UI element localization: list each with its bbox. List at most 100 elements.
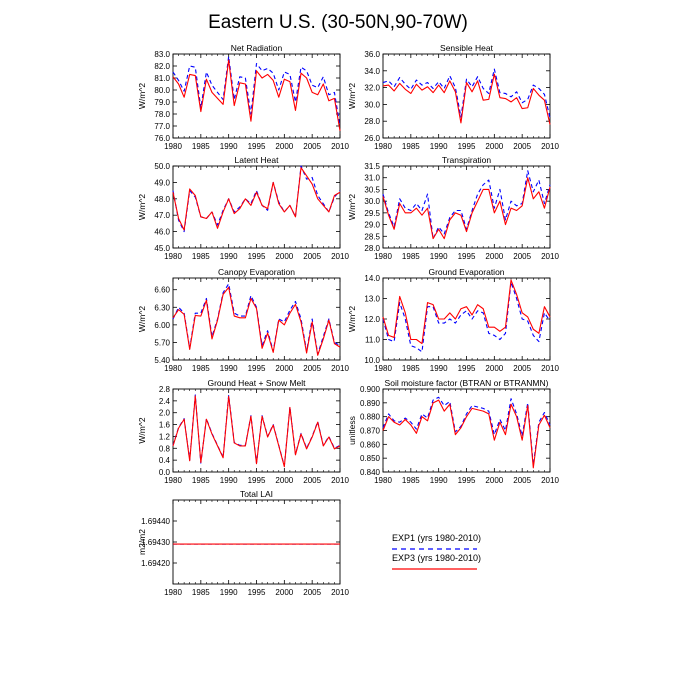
y-tick-label: 29.0: [364, 221, 380, 230]
y-tick-label: 82.0: [154, 62, 170, 71]
panel-title: Total LAI: [240, 489, 273, 499]
y-tick-label: 49.0: [154, 178, 170, 187]
series-line-exp1: [172, 283, 341, 355]
plot-frame: [172, 499, 341, 585]
panel-title: Ground Heat + Snow Melt: [207, 378, 306, 388]
y-tick-label: 1.6: [159, 421, 171, 430]
y-tick-label: 0.8: [159, 444, 171, 453]
plot-frame: [382, 277, 551, 361]
plot-frame: [382, 388, 551, 473]
x-tick-label: 2000: [485, 252, 503, 261]
panel-8: Soil moisture factor (BTRAN or BTRANMN) u…: [347, 378, 559, 485]
series-line-exp3: [382, 279, 551, 345]
x-tick-label: 2005: [303, 252, 321, 261]
y-tick-label: 11.0: [365, 336, 381, 345]
y-axis-label: m2/m2: [137, 529, 147, 555]
x-tick-label: 1990: [220, 588, 238, 597]
y-tick-label: 45.0: [154, 244, 170, 253]
y-axis-label: W/m^2: [137, 417, 147, 443]
x-tick-label: 1995: [248, 476, 266, 485]
panel-7: Ground Heat + Snow Melt W/m^2 1980 1985 1990…: [137, 378, 349, 485]
x-tick-label: 2010: [541, 476, 559, 485]
y-tick-label: 50.0: [154, 162, 170, 171]
y-tick-label: 31.0: [364, 174, 380, 183]
panel-1: Net Radiation W/m^2 1980 1985 1990 1995 2000 20…: [137, 43, 349, 151]
panel-5: Canopy Evaporation W/m^2 1980 1985 1990 1995 2…: [137, 267, 349, 373]
y-axis-label: W/m^2: [347, 194, 357, 220]
y-tick-label: 77.0: [154, 122, 170, 131]
y-tick-label: 13.0: [364, 295, 380, 304]
y-tick-label: 6.00: [154, 321, 170, 330]
x-tick-label: 2005: [303, 142, 321, 151]
x-tick-label: 2010: [331, 476, 349, 485]
x-tick-label: 1990: [220, 142, 238, 151]
x-tick-label: 2005: [513, 252, 531, 261]
x-tick-label: 1980: [374, 476, 392, 485]
y-tick-label: 28.5: [364, 232, 380, 241]
y-tick-label: 80.0: [154, 86, 170, 95]
x-tick-label: 1985: [192, 142, 210, 151]
x-tick-label: 1995: [458, 142, 476, 151]
x-tick-label: 1980: [374, 142, 392, 151]
legend: EXP1 (yrs 1980-2010) EXP3 (yrs 1980-2010…: [392, 533, 481, 570]
x-tick-label: 2010: [541, 252, 559, 261]
x-tick-label: 1985: [192, 476, 210, 485]
y-tick-label: 2.0: [159, 409, 171, 418]
x-tick-label: 1980: [164, 476, 182, 485]
series-line-exp3: [172, 59, 341, 131]
y-tick-label: 0.4: [159, 456, 171, 465]
y-tick-label: 83.0: [154, 50, 170, 59]
y-tick-label: 14.0: [364, 274, 380, 283]
panel-4: Transpiration W/m^2 1980 1985 1990 1995 2000 20…: [347, 155, 559, 261]
x-tick-label: 1985: [192, 252, 210, 261]
x-tick-label: 1995: [248, 142, 266, 151]
series-line-exp3: [382, 73, 551, 125]
x-tick-label: 2000: [275, 252, 293, 261]
y-tick-label: 78.0: [154, 110, 170, 119]
y-tick-label: 30.5: [364, 185, 380, 194]
x-tick-label: 1990: [430, 364, 448, 373]
plot-frame: [382, 165, 551, 249]
x-tick-label: 2010: [331, 142, 349, 151]
x-tick-label: 2005: [513, 364, 531, 373]
series-line-exp1: [382, 68, 551, 118]
y-tick-label: 29.5: [364, 209, 380, 218]
x-tick-label: 1995: [458, 364, 476, 373]
x-tick-label: 2000: [485, 142, 503, 151]
x-tick-label: 2000: [275, 588, 293, 597]
series-line-exp1: [382, 281, 551, 353]
x-tick-label: 1990: [430, 476, 448, 485]
x-tick-label: 1990: [220, 364, 238, 373]
x-tick-label: 1980: [164, 364, 182, 373]
x-tick-label: 1980: [164, 252, 182, 261]
y-axis-label: unitless: [347, 416, 357, 445]
y-tick-label: 30.0: [364, 197, 380, 206]
y-tick-label: 0.850: [360, 454, 381, 463]
y-axis-label: W/m^2: [347, 306, 357, 332]
y-tick-label: 79.0: [154, 98, 170, 107]
y-tick-label: 36.0: [364, 50, 380, 59]
y-tick-label: 28.0: [364, 117, 380, 126]
y-tick-label: 30.0: [364, 100, 380, 109]
y-tick-label: 0.890: [360, 399, 381, 408]
figure-title: Eastern U.S. (30-50N,90-70W): [208, 12, 468, 33]
y-tick-label: 2.8: [159, 385, 171, 394]
series-line-exp3: [382, 399, 551, 469]
x-tick-label: 2010: [541, 364, 559, 373]
x-tick-label: 1990: [430, 252, 448, 261]
y-tick-label: 1.69440: [141, 517, 170, 526]
y-tick-label: 0.870: [360, 427, 381, 436]
x-tick-label: 2000: [275, 364, 293, 373]
plot-frame: [382, 53, 551, 139]
x-tick-label: 1985: [402, 476, 420, 485]
x-tick-label: 1980: [374, 364, 392, 373]
panel-title: Soil moisture factor (BTRAN or BTRANMN): [385, 378, 549, 388]
y-tick-label: 76.0: [154, 134, 170, 143]
y-tick-label: 46.0: [154, 228, 170, 237]
y-tick-label: 0.860: [360, 440, 381, 449]
y-tick-label: 2.4: [159, 397, 171, 406]
y-tick-label: 47.0: [154, 211, 170, 220]
x-tick-label: 2005: [513, 142, 531, 151]
x-tick-label: 1980: [374, 252, 392, 261]
